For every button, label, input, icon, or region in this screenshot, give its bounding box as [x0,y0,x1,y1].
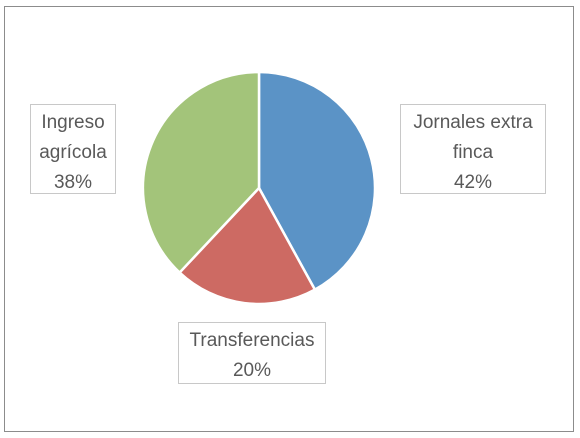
data-label-ingreso-agricola: Ingreso agrícola 38% [30,104,116,194]
data-label-text-line: Jornales extra [413,112,533,133]
pie-slice-jornales-extra-finca [257,70,377,291]
data-label-percent: 20% [232,360,272,381]
data-label-text-line: Transferencias [189,330,315,351]
data-label-text-line: Ingreso [41,112,105,133]
data-label-text-line: agrícola [39,142,107,163]
data-label-jornales-extra-finca: Jornales extra finca 42% [400,104,546,194]
data-label-percent: 38% [53,172,93,193]
data-label-percent: 42% [453,172,493,193]
data-label-text-line: finca [452,142,494,163]
data-label-transferencias: Transferencias 20% [178,322,326,384]
pie-slice-ingreso-agricola [141,70,261,274]
pie-slice-transferencias [178,186,317,306]
